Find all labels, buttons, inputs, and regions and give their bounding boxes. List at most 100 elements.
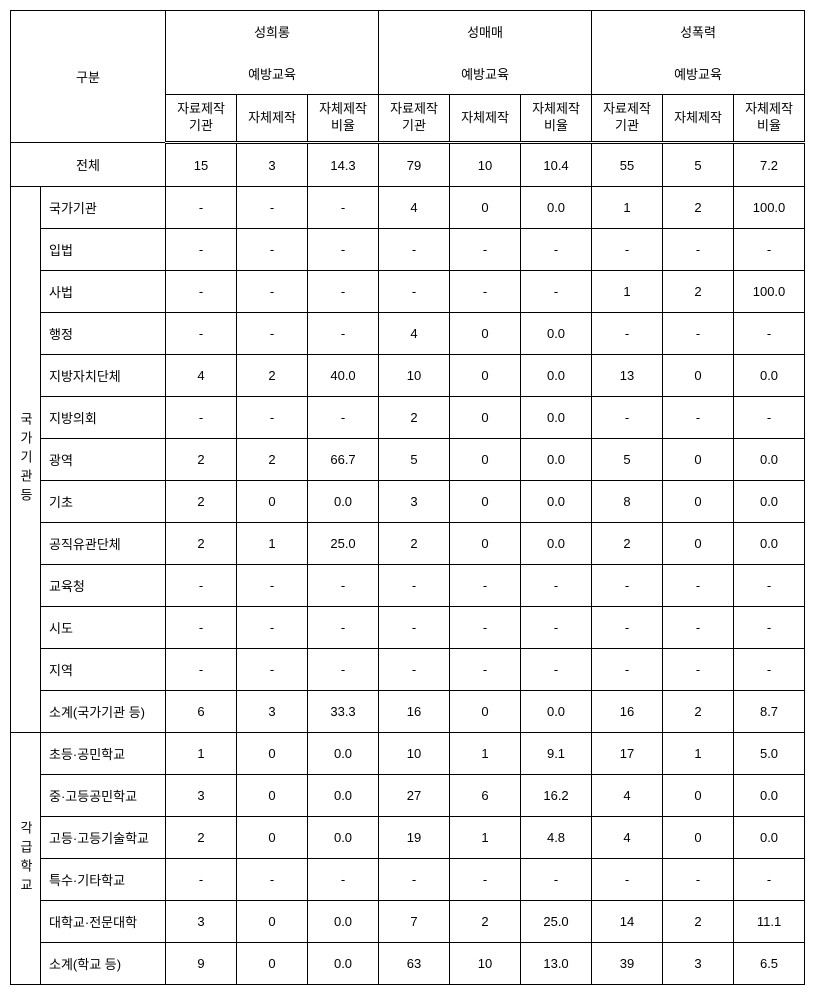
section2-row-3-val-4: - [450, 859, 521, 901]
section2-row-3-val-2: - [308, 859, 379, 901]
total-val-6: 55 [592, 143, 663, 187]
section1-row-10-val-8: - [734, 607, 805, 649]
section1-row-12-val-1: 3 [237, 691, 308, 733]
section1-row-2-val-1: - [237, 271, 308, 313]
section1-row-0-val-4: 0 [450, 187, 521, 229]
section2-row-0-val-0: 1 [166, 733, 237, 775]
section1-row-0-val-0: - [166, 187, 237, 229]
subheader-1-1: 자체제작 [450, 95, 521, 143]
section1-row-3-label: 행정 [41, 313, 166, 355]
total-val-5: 10.4 [521, 143, 592, 187]
total-val-7: 5 [663, 143, 734, 187]
section2-row-1-val-6: 4 [592, 775, 663, 817]
section2-row-4-val-1: 0 [237, 901, 308, 943]
section1-row-6-val-6: 5 [592, 439, 663, 481]
section2-row-2-val-2: 0.0 [308, 817, 379, 859]
section2-row-3-val-5: - [521, 859, 592, 901]
section2-row-5-val-5: 13.0 [521, 943, 592, 985]
section1-row-7-val-8: 0.0 [734, 481, 805, 523]
section1-row-6-val-1: 2 [237, 439, 308, 481]
section1-row-1-val-8: - [734, 229, 805, 271]
section2-row-0-val-5: 9.1 [521, 733, 592, 775]
section1-row-9-val-1: - [237, 565, 308, 607]
section2-row-4-val-2: 0.0 [308, 901, 379, 943]
section1-row-0-val-5: 0.0 [521, 187, 592, 229]
section1-row-5-label: 지방의회 [41, 397, 166, 439]
header-group-0-l2: 예방교육 [166, 53, 379, 95]
section1-row-3-val-4: 0 [450, 313, 521, 355]
section2-row-3-val-8: - [734, 859, 805, 901]
section2-row-0-val-1: 0 [237, 733, 308, 775]
section2-row-2-val-1: 0 [237, 817, 308, 859]
section1-row-4-val-4: 0 [450, 355, 521, 397]
section2-row-5-val-6: 39 [592, 943, 663, 985]
section1-row-8-val-3: 2 [379, 523, 450, 565]
section1-row-11-val-4: - [450, 649, 521, 691]
section2-row-4-label: 대학교·전문대학 [41, 901, 166, 943]
section2-row-2-val-4: 1 [450, 817, 521, 859]
section1-row-12-val-8: 8.7 [734, 691, 805, 733]
section1-row-11-val-2: - [308, 649, 379, 691]
section1-row-0-val-8: 100.0 [734, 187, 805, 229]
section2-row-1-label: 중·고등공민학교 [41, 775, 166, 817]
section2-row-2-val-3: 19 [379, 817, 450, 859]
section1-row-11-label: 지역 [41, 649, 166, 691]
total-val-4: 10 [450, 143, 521, 187]
header-gubun: 구분 [11, 11, 166, 143]
section1-row-1-val-4: - [450, 229, 521, 271]
section1-row-2-val-3: - [379, 271, 450, 313]
header-group-1-l2: 예방교육 [379, 53, 592, 95]
section1-row-9-val-2: - [308, 565, 379, 607]
section1-row-6-val-7: 0 [663, 439, 734, 481]
subheader-1-0: 자료제작기관 [379, 95, 450, 143]
section1-row-2-val-6: 1 [592, 271, 663, 313]
header-group-2-l1: 성폭력 [592, 11, 805, 53]
section1-row-10-val-4: - [450, 607, 521, 649]
total-val-0: 15 [166, 143, 237, 187]
section1-row-2-label: 사법 [41, 271, 166, 313]
section1-row-7-val-4: 0 [450, 481, 521, 523]
section2-row-4-val-6: 14 [592, 901, 663, 943]
section1-row-7-val-6: 8 [592, 481, 663, 523]
section1-row-0-val-6: 1 [592, 187, 663, 229]
section1-row-8-val-1: 1 [237, 523, 308, 565]
section2-row-0-val-4: 1 [450, 733, 521, 775]
section1-row-6-val-0: 2 [166, 439, 237, 481]
section1-row-10-val-7: - [663, 607, 734, 649]
section1-row-0-val-1: - [237, 187, 308, 229]
section2-row-4-val-7: 2 [663, 901, 734, 943]
data-table: 구분 성희롱 성매매 성폭력 예방교육 예방교육 예방교육 자료제작기관자체제작… [10, 10, 805, 985]
section2-row-5-val-4: 10 [450, 943, 521, 985]
section1-row-5-val-6: - [592, 397, 663, 439]
section2-row-1-val-2: 0.0 [308, 775, 379, 817]
section1-row-7-label: 기초 [41, 481, 166, 523]
section1-row-4-label: 지방자치단체 [41, 355, 166, 397]
section1-row-12-val-4: 0 [450, 691, 521, 733]
section2-vlabel: 각급학교 [11, 733, 41, 985]
section2-row-4-val-0: 3 [166, 901, 237, 943]
section1-row-10-val-3: - [379, 607, 450, 649]
section2-row-2-val-5: 4.8 [521, 817, 592, 859]
section1-row-8-val-5: 0.0 [521, 523, 592, 565]
section1-row-2-val-4: - [450, 271, 521, 313]
subheader-0-2: 자체제작비율 [308, 95, 379, 143]
section1-row-1-val-1: - [237, 229, 308, 271]
section1-row-1-val-2: - [308, 229, 379, 271]
section1-row-2-val-2: - [308, 271, 379, 313]
section1-row-3-val-3: 4 [379, 313, 450, 355]
total-val-1: 3 [237, 143, 308, 187]
section1-row-5-val-1: - [237, 397, 308, 439]
section1-row-8-val-8: 0.0 [734, 523, 805, 565]
section1-row-9-val-5: - [521, 565, 592, 607]
section1-row-4-val-5: 0.0 [521, 355, 592, 397]
section1-row-5-val-2: - [308, 397, 379, 439]
section1-row-5-val-8: - [734, 397, 805, 439]
header-group-0-l1: 성희롱 [166, 11, 379, 53]
subheader-2-1: 자체제작 [663, 95, 734, 143]
section1-row-5-val-4: 0 [450, 397, 521, 439]
section1-vlabel: 국가기관등 [11, 187, 41, 733]
section1-row-8-val-7: 0 [663, 523, 734, 565]
section1-row-2-val-7: 2 [663, 271, 734, 313]
section1-row-11-val-6: - [592, 649, 663, 691]
total-val-3: 79 [379, 143, 450, 187]
